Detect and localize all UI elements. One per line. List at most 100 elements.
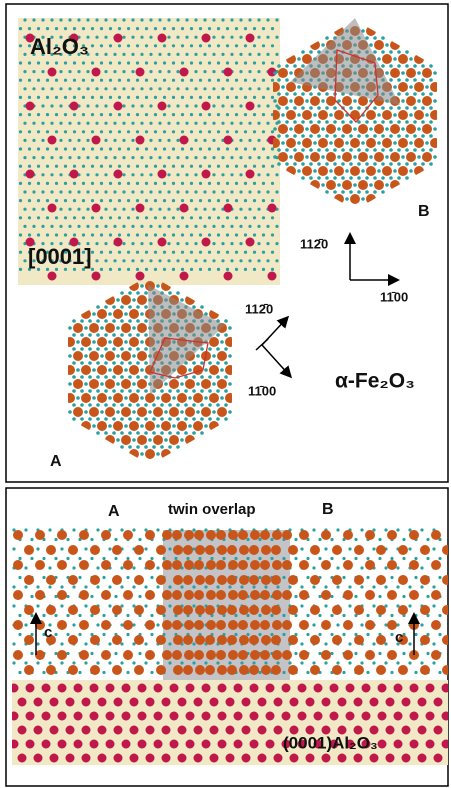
atom <box>206 620 216 630</box>
atom <box>194 530 204 540</box>
atom <box>294 595 297 598</box>
atom <box>89 351 99 361</box>
atom <box>96 375 100 379</box>
atom <box>82 182 85 185</box>
atom <box>202 102 211 111</box>
atom <box>417 155 421 159</box>
atom <box>32 319 36 323</box>
atom <box>131 53 134 56</box>
atom <box>354 605 364 615</box>
atom <box>90 712 99 721</box>
atom <box>260 410 264 414</box>
atom <box>264 585 267 588</box>
atom <box>271 268 274 271</box>
atom <box>122 122 125 125</box>
atom <box>373 162 377 166</box>
atom <box>420 566 423 569</box>
atom <box>104 36 107 39</box>
atom <box>194 156 197 159</box>
atom <box>150 614 153 617</box>
atom <box>170 712 179 721</box>
atom <box>190 165 193 168</box>
atom <box>196 298 200 302</box>
atom <box>181 216 184 219</box>
atom <box>180 452 184 456</box>
atom <box>68 122 71 125</box>
atom <box>77 18 80 21</box>
atom <box>325 106 329 110</box>
atom <box>277 78 281 82</box>
atom <box>50 173 53 176</box>
atom <box>314 684 323 693</box>
atom <box>248 225 251 228</box>
atom <box>357 176 361 180</box>
atom <box>88 305 92 309</box>
atom <box>23 225 26 228</box>
atom <box>293 36 297 40</box>
atom <box>195 575 205 585</box>
atom <box>241 449 251 459</box>
atom <box>81 421 91 431</box>
atom <box>366 671 369 674</box>
atom <box>177 449 187 459</box>
atom <box>50 104 53 107</box>
label: twin overlap <box>168 501 256 518</box>
atom <box>180 382 184 386</box>
atom <box>28 165 31 168</box>
atom <box>429 106 433 110</box>
atom <box>217 27 220 30</box>
atom <box>236 368 240 372</box>
atom <box>413 92 417 96</box>
atom <box>140 18 143 21</box>
atom <box>414 633 417 636</box>
atom <box>186 684 195 693</box>
atom <box>389 64 393 68</box>
atom <box>18 698 27 707</box>
atom <box>228 620 238 630</box>
atom <box>349 120 353 124</box>
atom <box>78 614 81 617</box>
atom <box>431 620 441 630</box>
atom <box>235 268 238 271</box>
atom <box>79 590 89 600</box>
atom <box>249 351 259 361</box>
atom <box>408 585 411 588</box>
atom <box>172 233 175 236</box>
atom <box>387 530 397 540</box>
atom <box>73 379 83 389</box>
atom <box>144 604 147 607</box>
atom <box>249 545 259 555</box>
atom <box>32 347 36 351</box>
atom <box>73 147 76 150</box>
atom <box>132 438 136 442</box>
atom <box>136 361 140 365</box>
atom <box>183 605 193 615</box>
atom <box>100 216 103 219</box>
atom <box>310 40 320 50</box>
atom <box>405 50 409 54</box>
atom <box>116 298 120 302</box>
atom <box>37 147 40 150</box>
atom <box>104 445 108 449</box>
atom <box>281 57 285 61</box>
atom <box>384 566 387 569</box>
atom <box>84 642 87 645</box>
atom <box>332 635 342 645</box>
atom <box>216 375 220 379</box>
atom <box>48 431 52 435</box>
figure: Al₂O₃ [0001] B A 112̄0 11̄00 112̄0 11̄00… <box>0 0 451 788</box>
atom <box>181 199 184 202</box>
atom <box>123 590 133 600</box>
atom <box>14 190 17 193</box>
atom <box>36 354 40 358</box>
atom <box>266 740 275 749</box>
atom <box>253 44 256 47</box>
atom <box>181 44 184 47</box>
atom <box>442 712 451 721</box>
atom <box>12 547 15 550</box>
atom <box>398 166 408 176</box>
atom <box>40 333 44 337</box>
atom <box>401 183 405 187</box>
atom <box>140 396 144 400</box>
atom <box>10 740 19 749</box>
